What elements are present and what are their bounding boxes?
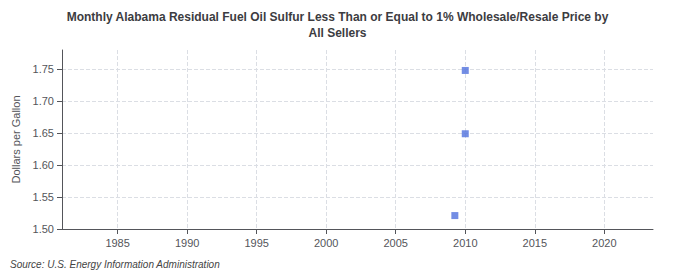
svg-text:1.70: 1.70	[33, 95, 54, 107]
svg-text:1995: 1995	[244, 237, 268, 249]
svg-text:Monthly Alabama Residual Fuel: Monthly Alabama Residual Fuel Oil Sulfur…	[67, 10, 609, 24]
svg-text:2000: 2000	[314, 237, 338, 249]
svg-text:2005: 2005	[383, 237, 407, 249]
svg-text:1985: 1985	[105, 237, 129, 249]
svg-text:Source: U.S. Energy Informatio: Source: U.S. Energy Information Administ…	[10, 259, 220, 270]
svg-text:2015: 2015	[523, 237, 547, 249]
svg-text:1.60: 1.60	[33, 159, 54, 171]
svg-text:1.50: 1.50	[33, 223, 54, 235]
svg-text:1.55: 1.55	[33, 191, 54, 203]
svg-text:1.75: 1.75	[33, 63, 54, 75]
svg-text:1.65: 1.65	[33, 127, 54, 139]
svg-text:Dollars per Gallon: Dollars per Gallon	[10, 95, 22, 183]
svg-text:2020: 2020	[592, 237, 616, 249]
svg-text:2010: 2010	[453, 237, 477, 249]
svg-text:All Sellers: All Sellers	[308, 26, 366, 40]
svg-text:1990: 1990	[175, 237, 199, 249]
